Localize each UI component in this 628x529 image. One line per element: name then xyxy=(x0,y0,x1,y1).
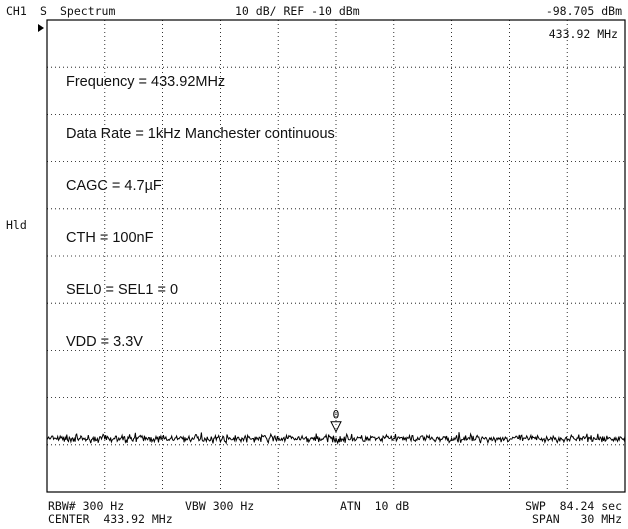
marker-id-label: 0 xyxy=(333,408,340,422)
marker-0: 0 xyxy=(330,408,342,433)
span-readout: SPAN 30 MHz xyxy=(531,512,622,526)
marker-level-readout: -98.705 dBm xyxy=(545,4,622,18)
note-cth: CTH = 100nF xyxy=(66,230,154,246)
mode-label: Spectrum xyxy=(60,4,116,18)
channel-label: CH1 xyxy=(6,4,27,18)
sweep-readout: SWP 84.24 sec xyxy=(525,499,622,513)
grid xyxy=(47,20,625,492)
note-vdd: VDD = 3.3V xyxy=(66,334,143,350)
vbw-readout: VBW 300 Hz xyxy=(185,499,255,513)
atn-readout: ATN 10 dB xyxy=(340,499,410,513)
note-sel: SEL0 = SEL1 = 0 xyxy=(66,282,179,298)
channel-mode: S xyxy=(40,4,47,18)
marker-triangle xyxy=(330,421,342,433)
scale-ref: 10 dB/ REF -10 dBm xyxy=(235,4,360,18)
center-readout: CENTER 433.92 MHz xyxy=(48,512,173,526)
marker-frequency-readout: 433.92 MHz xyxy=(548,27,618,41)
measurement-notes: Frequency = 433.92MHz Data Rate = 1kHz M… xyxy=(66,40,335,368)
ref-indicator-icon xyxy=(38,24,44,32)
note-data-rate: Data Rate = 1kHz Manchester continuous xyxy=(66,126,335,142)
noise-trace xyxy=(46,432,626,445)
note-cagc: CAGC = 4.7µF xyxy=(66,178,162,194)
rbw-readout: RBW# 300 Hz xyxy=(48,499,125,513)
note-frequency: Frequency = 433.92MHz xyxy=(66,74,226,90)
hold-label: Hld xyxy=(6,218,27,232)
